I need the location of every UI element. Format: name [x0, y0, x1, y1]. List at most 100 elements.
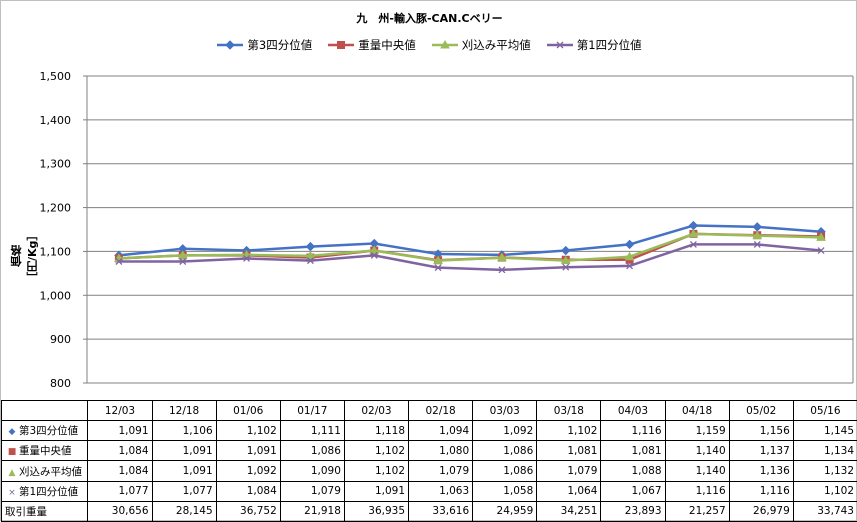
data-label: 1,134	[793, 441, 857, 461]
data-label: 1,116	[665, 481, 729, 501]
x-tick-label: 04/03	[601, 401, 665, 421]
row-label: 第1四分位値	[19, 486, 78, 498]
data-label: 1,086	[473, 441, 537, 461]
data-label: 1,077	[88, 481, 152, 501]
data-label: 1,111	[280, 421, 344, 441]
data-label: 28,145	[152, 501, 216, 521]
y-tick-label: 1,300	[40, 158, 72, 171]
data-label: 1,102	[344, 461, 408, 481]
x-tick-label: 03/18	[537, 401, 601, 421]
data-label: 1,102	[537, 421, 601, 441]
data-label: 1,156	[729, 421, 793, 441]
legend-key-icon: ◆	[5, 427, 19, 437]
data-point	[306, 243, 314, 251]
data-label: 1,084	[88, 461, 152, 481]
y-tick-label: 1,400	[40, 114, 72, 127]
data-label: 1,081	[601, 441, 665, 461]
data-point	[562, 247, 570, 255]
data-label: 1,092	[216, 461, 280, 481]
data-label: 1,091	[152, 461, 216, 481]
data-label: 1,092	[473, 421, 537, 441]
data-label: 30,656	[88, 501, 152, 521]
data-label: 21,257	[665, 501, 729, 521]
row-label-cell: ◆第3四分位値	[2, 421, 88, 441]
data-point	[689, 222, 697, 230]
data-point	[753, 223, 761, 231]
legend-key-icon: ×	[5, 488, 19, 498]
data-label: 33,616	[409, 501, 473, 521]
data-label: 1,084	[216, 481, 280, 501]
data-label: 1,079	[280, 481, 344, 501]
data-label: 1,063	[409, 481, 473, 501]
data-label: 21,918	[280, 501, 344, 521]
data-label: 36,752	[216, 501, 280, 521]
x-tick-label: 02/03	[344, 401, 408, 421]
data-label: 1,080	[409, 441, 473, 461]
x-tick-label: 01/17	[280, 401, 344, 421]
row-label: 第3四分位値	[19, 425, 78, 437]
y-tick-label: 1,000	[40, 289, 72, 302]
data-label: 1,091	[152, 441, 216, 461]
data-label: 1,140	[665, 441, 729, 461]
data-label: 1,140	[665, 461, 729, 481]
data-label: 1,145	[793, 421, 857, 441]
data-label: 1,081	[537, 441, 601, 461]
data-label: 1,102	[344, 441, 408, 461]
data-label: 1,064	[537, 481, 601, 501]
data-label: 23,893	[601, 501, 665, 521]
data-label: 1,091	[88, 421, 152, 441]
data-label: 1,058	[473, 481, 537, 501]
x-tick-label: 02/18	[409, 401, 473, 421]
series-line-4	[119, 244, 821, 269]
data-label: 1,106	[152, 421, 216, 441]
data-label: 1,118	[344, 421, 408, 441]
data-label: 1,116	[729, 481, 793, 501]
y-tick-label: 1,100	[40, 245, 72, 258]
data-label: 1,094	[409, 421, 473, 441]
x-tick-label: 01/06	[216, 401, 280, 421]
x-tick-label: 05/02	[729, 401, 793, 421]
data-label: 1,102	[793, 481, 857, 501]
data-label: 1,088	[601, 461, 665, 481]
legend-key-icon: ▲	[5, 468, 19, 478]
data-label: 33,743	[793, 501, 857, 521]
data-label: 24,959	[473, 501, 537, 521]
series-line-1	[119, 226, 821, 256]
legend-key-icon: ■	[5, 447, 19, 457]
data-label: 1,084	[88, 441, 152, 461]
row-label-cell: ×第1四分位値	[2, 481, 88, 501]
data-label: 1,067	[601, 481, 665, 501]
data-label: 1,086	[473, 461, 537, 481]
data-label: 1,091	[344, 481, 408, 501]
data-label: 1,077	[152, 481, 216, 501]
data-label: 1,079	[409, 461, 473, 481]
data-label: 1,091	[216, 441, 280, 461]
y-tick-label: 1,200	[40, 202, 72, 215]
data-label: 1,137	[729, 441, 793, 461]
data-label: 1,159	[665, 421, 729, 441]
data-label: 36,935	[344, 501, 408, 521]
x-tick-label: 12/03	[88, 401, 152, 421]
row-label: 取引重量	[2, 501, 88, 521]
row-label: 重量中央値	[19, 445, 72, 457]
row-label-cell: ■重量中央値	[2, 441, 88, 461]
x-tick-label: 12/18	[152, 401, 216, 421]
x-tick-label: 05/16	[793, 401, 857, 421]
data-label: 1,079	[537, 461, 601, 481]
data-label: 1,136	[729, 461, 793, 481]
data-label: 1,090	[280, 461, 344, 481]
row-label: 刈込み平均値	[19, 466, 82, 478]
x-tick-label: 03/03	[473, 401, 537, 421]
y-tick-label: 900	[50, 333, 71, 346]
data-point	[626, 240, 634, 248]
data-label: 34,251	[537, 501, 601, 521]
data-label: 1,132	[793, 461, 857, 481]
